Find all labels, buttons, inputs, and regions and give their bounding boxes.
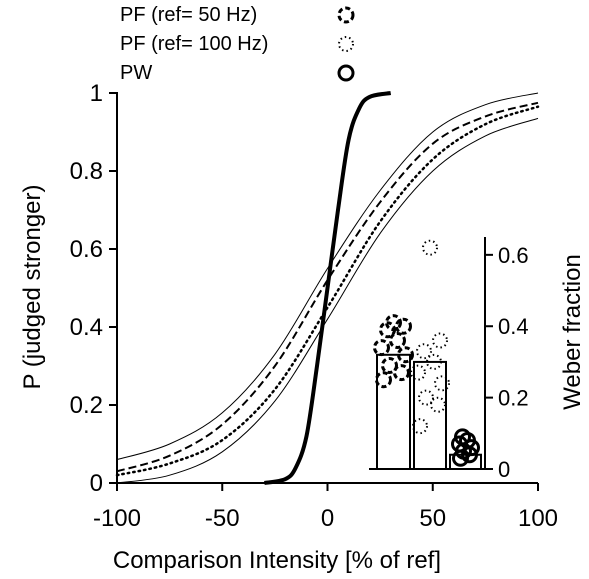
y-axis-title: P (judged stronger) [19,184,46,389]
y-tick-label: 0.8 [70,158,103,185]
y-tick-label: 0.4 [70,314,103,341]
x-tick-label: 100 [518,505,558,532]
inset-data-point [430,396,446,413]
inset-data-point [397,346,414,364]
inset-y-axis-title: Weber fraction [559,254,586,410]
inset-data-point [410,364,426,381]
confidence-bound-upper [116,92,539,461]
legend-marker-dotted-circle-icon [338,36,354,52]
series-line-pf-100 [115,105,540,477]
y-tick-label: 0 [90,470,103,497]
inset-y-tick-label: 0.6 [498,243,529,268]
inset-data-point [422,239,438,256]
inset-data-point [381,356,398,374]
inset-data-point [373,339,390,357]
y-tick-label: 0.6 [70,236,103,263]
x-tick-label: -50 [205,505,240,532]
series-line-pw [264,91,392,485]
x-axis-title: Comparison Intensity [% of ref] [113,547,441,574]
inset-data-point [412,418,428,435]
y-tick-label: 1 [90,80,103,107]
x-tick-label: 50 [419,505,446,532]
inset-data-point [418,389,434,406]
inset-data-point [393,364,410,382]
inset-bar [413,360,447,470]
inset-data-point [375,371,392,389]
inset-data-point [454,428,471,446]
inset-y-tick-label: 0 [498,457,510,482]
main-plot: 0 0.2 0.4 0.6 0.8 1 -100 -50 0 50 100 Comparison … [19,80,558,574]
legend-label-pf-100: PF (ref= 100 Hz) [120,33,268,55]
inset-y-tick-label: 0.4 [498,314,529,339]
x-tick-label: 0 [321,505,334,532]
inset-plot: 0 0.2 0.4 0.6 Weber fraction [369,237,586,482]
legend-label-pw: PW [120,62,152,84]
legend-marker-solid-circle-icon [337,64,355,82]
legend-marker-dashed-circle-icon [337,6,355,24]
inset-data-point [395,317,412,335]
inset-bar [376,353,411,470]
confidence-bound-lower [116,117,539,484]
inset-data-point [416,343,432,360]
inset-data-point [426,353,442,370]
inset-y-tick-label: 0.2 [498,386,529,411]
inset-data-point [389,332,406,350]
inset-data-point [434,375,450,392]
x-tick-label: -100 [93,505,141,532]
legend-label-pf-50: PF (ref= 50 Hz) [120,4,257,26]
y-tick-label: 0.2 [70,392,103,419]
inset-data-point [432,332,448,349]
inset-data-point [385,314,402,332]
legend: PF (ref= 50 Hz) PF (ref= 100 Hz) PW [120,4,355,84]
